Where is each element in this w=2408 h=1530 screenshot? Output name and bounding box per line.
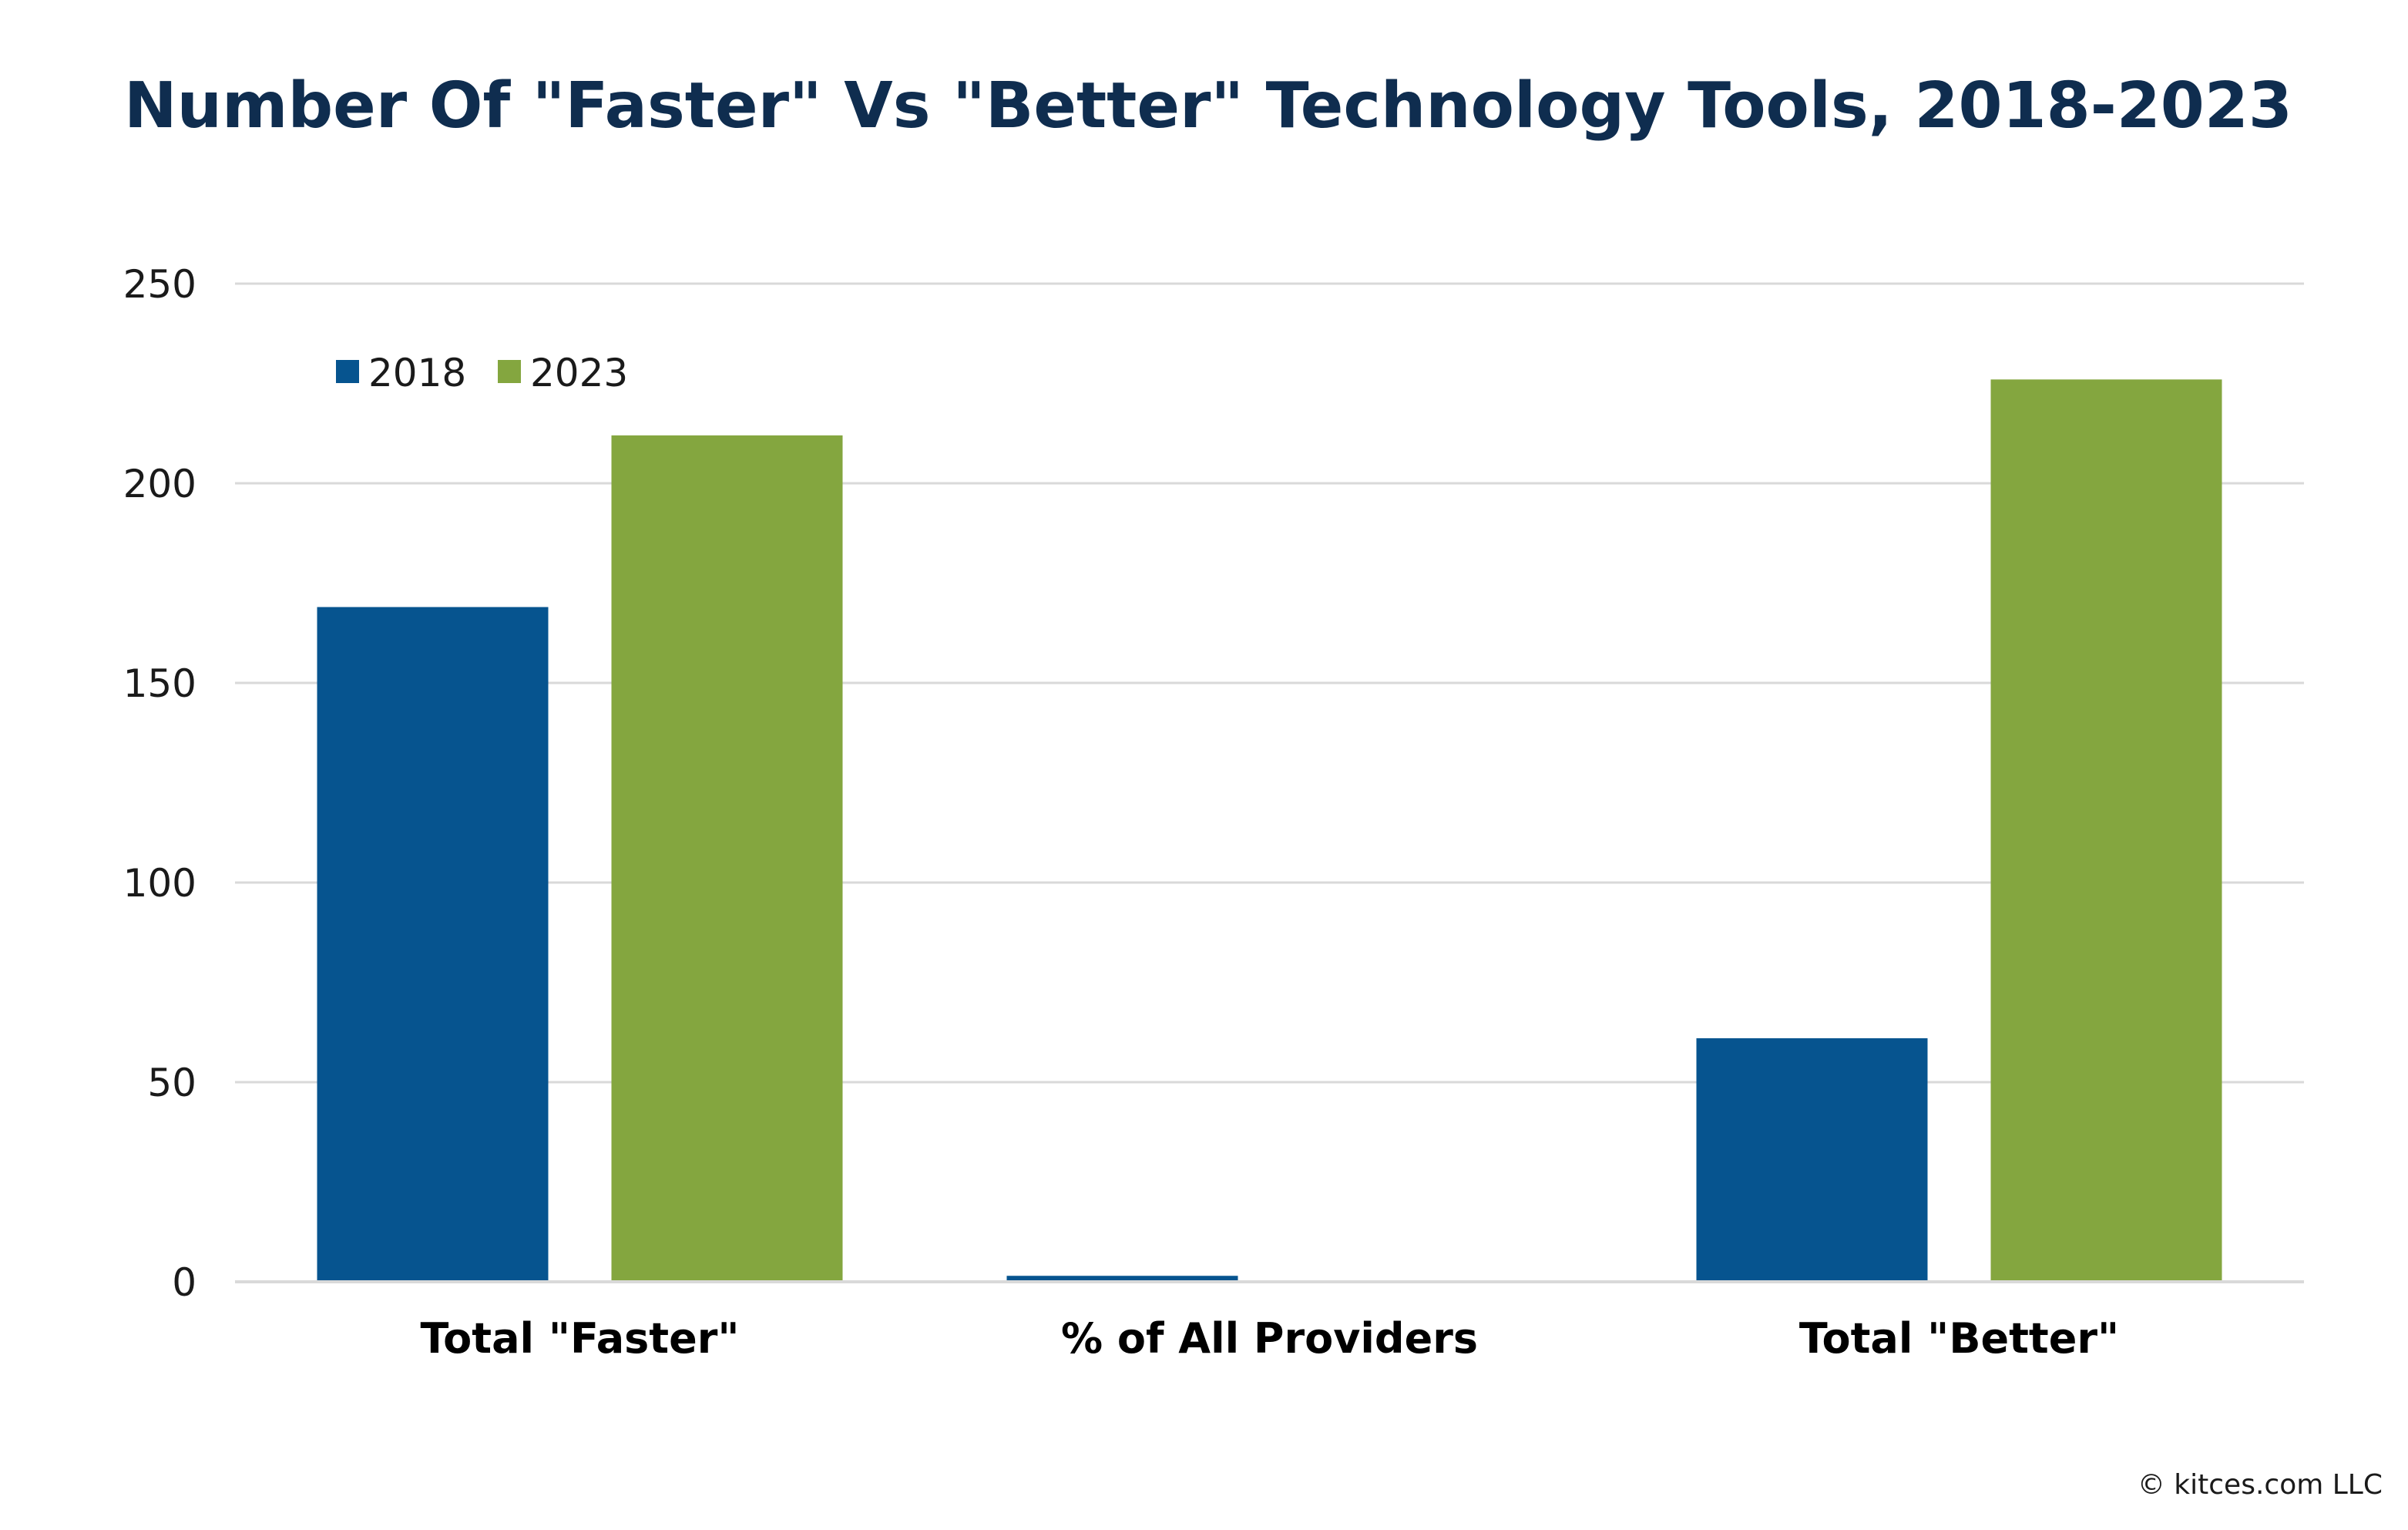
y-tick-label: 100 xyxy=(123,861,196,906)
bar-2023-0 xyxy=(611,435,843,1282)
y-tick-label: 200 xyxy=(123,462,196,506)
chart-title: Number Of "Faster" Vs "Better" Technolog… xyxy=(124,69,2292,143)
y-tick-label: 250 xyxy=(123,262,196,307)
x-category-label: Total "Faster" xyxy=(421,1314,740,1363)
bar-2018-0 xyxy=(317,607,549,1282)
y-axis-ticks: 0 50 100 150 200 250 xyxy=(123,262,196,1305)
x-axis-labels: Total "Faster" % of All Providers Total "B… xyxy=(421,1314,2120,1363)
bar-2018-1 xyxy=(1006,1276,1238,1282)
gridlines xyxy=(235,282,2304,1084)
legend-label-2023: 2023 xyxy=(530,351,628,395)
y-tick-label: 150 xyxy=(123,661,196,706)
x-category-label: % of All Providers xyxy=(1061,1314,1478,1363)
bar-2023-2 xyxy=(1990,379,2222,1282)
y-tick-label: 0 xyxy=(172,1260,196,1305)
x-category-label: Total "Better" xyxy=(1799,1314,2119,1363)
legend-label-2018: 2018 xyxy=(368,351,466,395)
bar-2018-2 xyxy=(1696,1038,1928,1282)
legend: 2018 2023 xyxy=(336,351,628,395)
legend-swatch-2023 xyxy=(498,360,521,383)
copyright-credit: © kitces.com LLC xyxy=(2138,1469,2383,1501)
y-tick-label: 50 xyxy=(147,1061,196,1105)
legend-swatch-2018 xyxy=(336,360,359,383)
bars xyxy=(317,379,2222,1282)
